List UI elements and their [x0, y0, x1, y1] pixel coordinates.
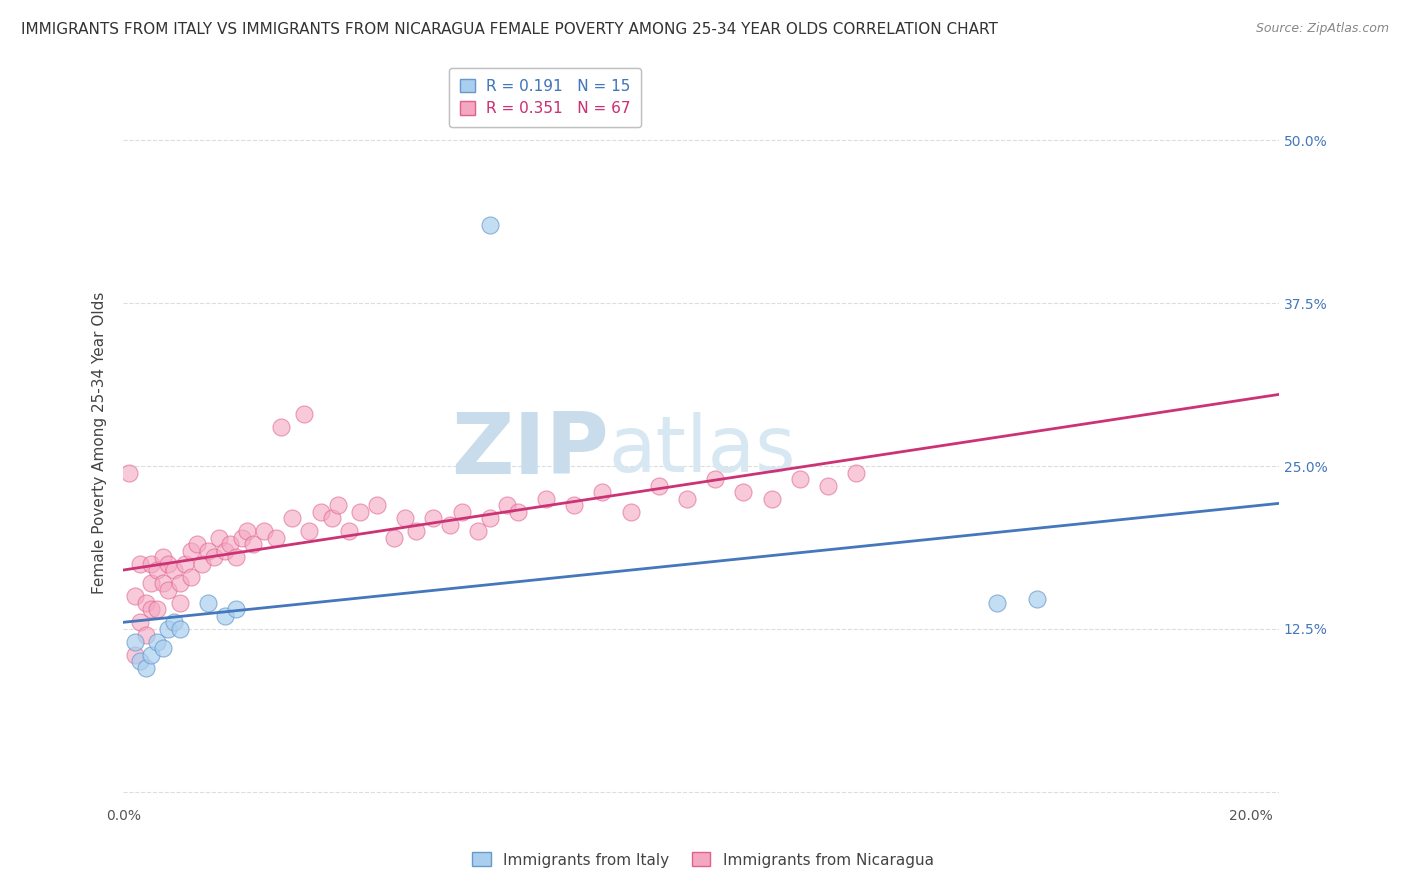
- Point: [214, 608, 236, 623]
- Point: [253, 524, 276, 538]
- Point: [231, 531, 253, 545]
- Point: [534, 491, 557, 506]
- Point: [169, 622, 191, 636]
- Legend: Immigrants from Italy, Immigrants from Nicaragua: Immigrants from Italy, Immigrants from N…: [467, 847, 939, 873]
- Point: [135, 661, 157, 675]
- Point: [146, 635, 169, 649]
- Point: [225, 602, 247, 616]
- Point: [439, 517, 461, 532]
- Point: [197, 596, 219, 610]
- Point: [845, 466, 868, 480]
- Text: ZIP: ZIP: [451, 409, 609, 492]
- Point: [349, 505, 371, 519]
- Point: [270, 420, 292, 434]
- Point: [236, 524, 259, 538]
- Point: [141, 557, 163, 571]
- Point: [592, 485, 614, 500]
- Point: [152, 550, 174, 565]
- Point: [141, 576, 163, 591]
- Point: [118, 466, 141, 480]
- Point: [467, 524, 489, 538]
- Y-axis label: Female Poverty Among 25-34 Year Olds: Female Poverty Among 25-34 Year Olds: [93, 292, 107, 594]
- Point: [309, 505, 332, 519]
- Point: [180, 570, 202, 584]
- Point: [191, 557, 214, 571]
- Point: [1025, 591, 1047, 606]
- Point: [562, 498, 585, 512]
- Point: [197, 543, 219, 558]
- Point: [382, 531, 405, 545]
- Point: [337, 524, 360, 538]
- Point: [129, 654, 152, 668]
- Point: [789, 472, 811, 486]
- Point: [152, 576, 174, 591]
- Point: [124, 648, 146, 662]
- Point: [135, 596, 157, 610]
- Text: atlas: atlas: [609, 412, 796, 489]
- Point: [478, 511, 501, 525]
- Point: [146, 563, 169, 577]
- Point: [676, 491, 699, 506]
- Point: [506, 505, 529, 519]
- Point: [208, 531, 231, 545]
- Point: [495, 498, 517, 512]
- Point: [141, 648, 163, 662]
- Point: [219, 537, 242, 551]
- Point: [761, 491, 783, 506]
- Point: [281, 511, 304, 525]
- Point: [733, 485, 755, 500]
- Point: [450, 505, 472, 519]
- Point: [174, 557, 197, 571]
- Point: [405, 524, 427, 538]
- Point: [264, 531, 287, 545]
- Point: [169, 596, 191, 610]
- Point: [366, 498, 388, 512]
- Legend: R = 0.191   N = 15, R = 0.351   N = 67: R = 0.191 N = 15, R = 0.351 N = 67: [449, 68, 641, 127]
- Point: [242, 537, 264, 551]
- Text: Source: ZipAtlas.com: Source: ZipAtlas.com: [1256, 22, 1389, 36]
- Point: [298, 524, 321, 538]
- Point: [620, 505, 643, 519]
- Point: [124, 635, 146, 649]
- Point: [180, 543, 202, 558]
- Point: [146, 602, 169, 616]
- Point: [141, 602, 163, 616]
- Point: [129, 615, 152, 630]
- Point: [817, 478, 839, 492]
- Point: [704, 472, 727, 486]
- Point: [129, 557, 152, 571]
- Point: [157, 582, 180, 597]
- Point: [422, 511, 444, 525]
- Point: [321, 511, 343, 525]
- Point: [186, 537, 208, 551]
- Text: IMMIGRANTS FROM ITALY VS IMMIGRANTS FROM NICARAGUA FEMALE POVERTY AMONG 25-34 YE: IMMIGRANTS FROM ITALY VS IMMIGRANTS FROM…: [21, 22, 998, 37]
- Point: [292, 407, 315, 421]
- Point: [986, 596, 1008, 610]
- Point: [152, 641, 174, 656]
- Point: [157, 622, 180, 636]
- Point: [478, 218, 501, 232]
- Point: [163, 615, 186, 630]
- Point: [135, 628, 157, 642]
- Point: [124, 589, 146, 603]
- Point: [326, 498, 349, 512]
- Point: [394, 511, 416, 525]
- Point: [648, 478, 671, 492]
- Point: [157, 557, 180, 571]
- Point: [225, 550, 247, 565]
- Point: [202, 550, 225, 565]
- Point: [163, 563, 186, 577]
- Point: [169, 576, 191, 591]
- Point: [214, 543, 236, 558]
